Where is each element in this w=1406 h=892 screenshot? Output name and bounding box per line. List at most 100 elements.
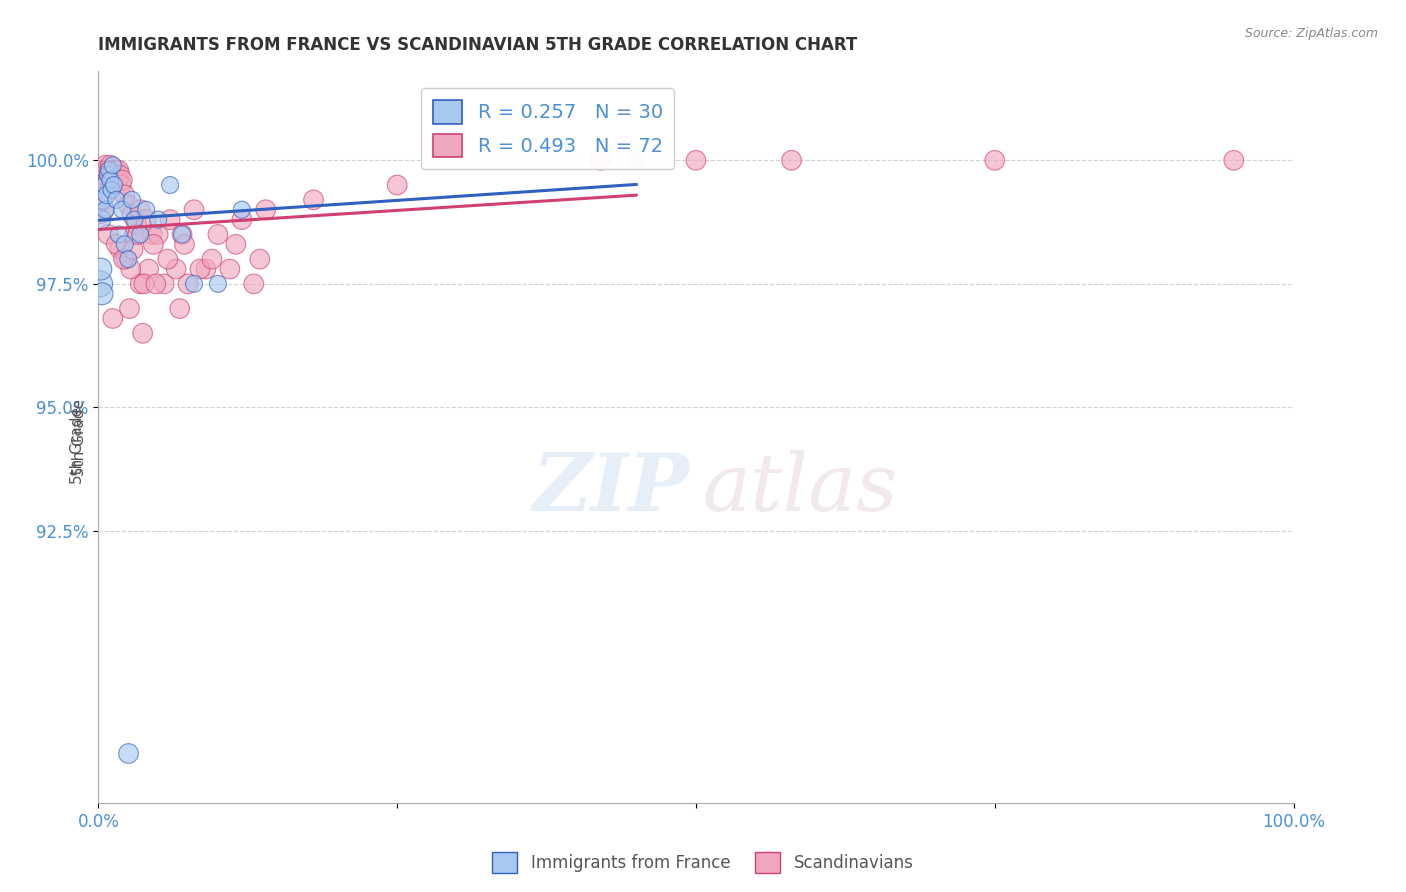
Point — [97, 173, 120, 187]
Point — [94, 158, 117, 172]
Point — [120, 262, 142, 277]
Point — [127, 227, 149, 242]
Point — [114, 188, 136, 202]
Point — [159, 212, 181, 227]
Point — [98, 163, 121, 178]
Point — [183, 202, 205, 217]
Point — [89, 202, 111, 217]
Point — [105, 237, 128, 252]
Text: atlas: atlas — [702, 450, 897, 527]
Point — [97, 227, 120, 242]
Point — [107, 173, 129, 187]
Point — [169, 301, 191, 316]
Point — [249, 252, 271, 267]
Point — [231, 212, 253, 227]
Point — [91, 163, 114, 178]
Point — [165, 262, 187, 277]
Point — [110, 178, 132, 192]
Point — [145, 277, 167, 291]
Point — [243, 277, 266, 291]
Point — [118, 301, 141, 316]
Point — [89, 193, 111, 207]
Point — [93, 178, 115, 192]
Point — [105, 163, 128, 178]
Point — [195, 262, 218, 277]
Point — [124, 227, 146, 242]
Point — [132, 277, 155, 291]
Point — [108, 242, 131, 256]
Point — [129, 277, 152, 291]
Point — [172, 227, 194, 242]
Point — [111, 173, 134, 187]
Point — [231, 202, 253, 217]
Point — [98, 163, 121, 178]
Y-axis label: 5th Grade: 5th Grade — [72, 399, 87, 475]
Point — [90, 262, 112, 277]
Point — [94, 202, 117, 217]
Point — [115, 252, 138, 267]
Legend: R = 0.257   N = 30, R = 0.493   N = 72: R = 0.257 N = 30, R = 0.493 N = 72 — [422, 88, 675, 169]
Point — [254, 202, 277, 217]
Point — [93, 168, 115, 182]
Point — [153, 277, 176, 291]
Point — [148, 227, 170, 242]
Text: IMMIGRANTS FROM FRANCE VS SCANDINAVIAN 5TH GRADE CORRELATION CHART: IMMIGRANTS FROM FRANCE VS SCANDINAVIAN 5… — [98, 36, 858, 54]
Point — [121, 208, 143, 222]
Point — [114, 237, 136, 252]
Point — [100, 183, 122, 197]
Point — [141, 227, 163, 242]
Legend: Immigrants from France, Scandinavians: Immigrants from France, Scandinavians — [485, 846, 921, 880]
Point — [159, 178, 181, 192]
Point — [111, 202, 134, 217]
Point — [91, 193, 114, 207]
Point — [142, 237, 165, 252]
Point — [177, 277, 200, 291]
Point — [91, 286, 114, 301]
Point — [129, 227, 152, 242]
Point — [103, 178, 125, 192]
Point — [225, 237, 247, 252]
Point — [135, 202, 157, 217]
Point — [96, 163, 118, 178]
Point — [107, 163, 129, 178]
Point — [131, 326, 153, 341]
Point — [685, 153, 707, 168]
Point — [219, 262, 242, 277]
Point — [626, 153, 648, 168]
Point — [148, 212, 170, 227]
Point — [122, 242, 145, 256]
Point — [101, 163, 124, 178]
Point — [112, 252, 135, 267]
Point — [98, 158, 122, 172]
Point — [201, 252, 224, 267]
Point — [589, 153, 612, 168]
Point — [101, 158, 124, 172]
Point — [117, 252, 139, 267]
Point — [138, 262, 160, 277]
Point — [1223, 153, 1246, 168]
Point — [183, 277, 205, 291]
Point — [385, 178, 409, 192]
Point — [124, 212, 146, 227]
Text: Source: ZipAtlas.com: Source: ZipAtlas.com — [1244, 27, 1378, 40]
Text: ZIP: ZIP — [533, 450, 690, 527]
Point — [117, 747, 139, 761]
Point — [104, 168, 127, 182]
Point — [100, 168, 122, 182]
Point — [90, 163, 112, 178]
Point — [101, 311, 124, 326]
Point — [207, 277, 229, 291]
Point — [91, 178, 114, 192]
Point — [89, 277, 111, 291]
Point — [117, 198, 139, 212]
Point — [105, 193, 128, 207]
Point — [121, 193, 143, 207]
Point — [107, 227, 129, 242]
Point — [96, 188, 118, 202]
Point — [780, 153, 803, 168]
Text: 5th Grade: 5th Grade — [70, 408, 84, 484]
Point — [108, 168, 131, 182]
Point — [173, 237, 195, 252]
Point — [984, 153, 1007, 168]
Point — [207, 227, 229, 242]
